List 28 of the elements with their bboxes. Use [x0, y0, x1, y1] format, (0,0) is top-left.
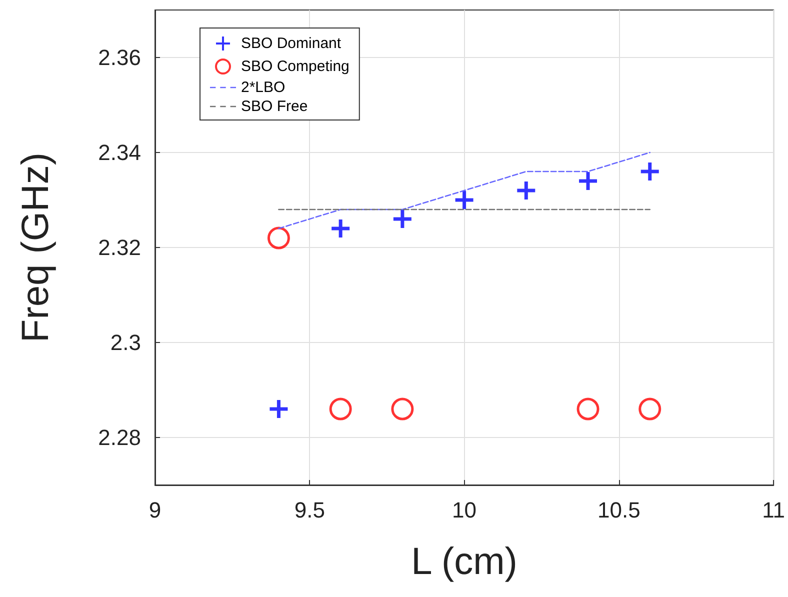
legend-label: SBO Dominant — [241, 35, 342, 52]
legend-label: 2*LBO — [241, 79, 286, 96]
y-tick-label: 2.34 — [98, 140, 141, 165]
y-tick-label: 2.32 — [98, 235, 141, 260]
y-tick-label: 2.28 — [98, 425, 141, 450]
x-tick-label: 9.5 — [294, 498, 325, 522]
point — [391, 398, 414, 420]
point — [454, 189, 476, 211]
point — [329, 398, 352, 420]
legend-label: SBO Competing — [241, 58, 350, 75]
point — [638, 398, 662, 420]
point — [515, 180, 537, 202]
point — [268, 398, 290, 420]
point — [267, 226, 290, 250]
legend-label: SBO Free — [241, 98, 308, 115]
point — [330, 218, 352, 240]
x-tick-label: 10.5 — [598, 498, 640, 522]
y-axis-title: Freq (GHz) — [15, 152, 57, 342]
point — [392, 208, 414, 230]
x-tick-label: 10 — [452, 498, 477, 522]
point — [577, 170, 599, 192]
x-tick-label: 9 — [148, 498, 162, 522]
point — [576, 398, 600, 420]
y-tick-label: 2.36 — [98, 45, 141, 70]
x-axis-title: L (cm) — [411, 541, 518, 583]
point — [639, 160, 661, 182]
x-tick-label: 11 — [762, 498, 786, 522]
y-tick-label: 2.3 — [110, 330, 141, 355]
